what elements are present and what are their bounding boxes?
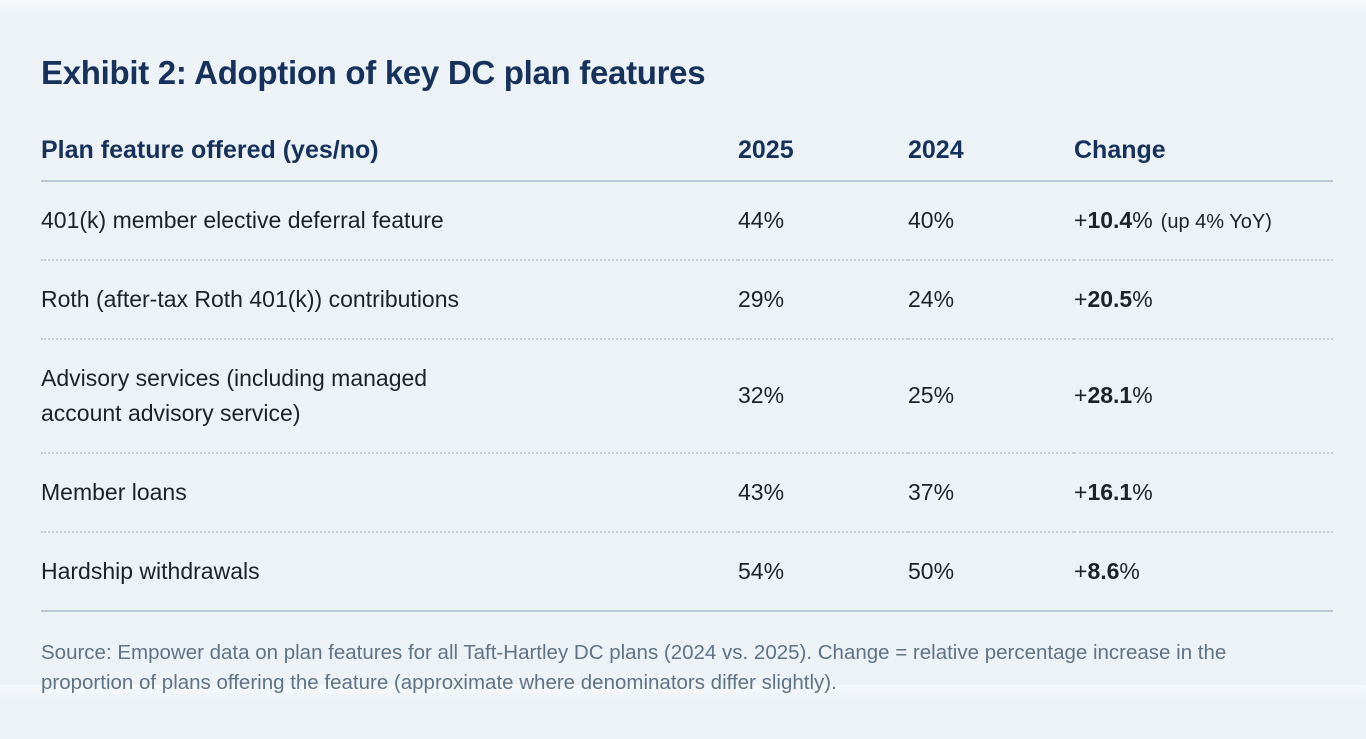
column-header-change: Change — [1074, 136, 1333, 182]
feature-label: 401(k) member elective deferral feature — [41, 207, 444, 233]
table-row: Roth (after-tax Roth 401(k)) contributio… — [41, 259, 1333, 340]
value-2024: 24% — [908, 259, 1074, 340]
change-number: 10.4 — [1087, 206, 1133, 233]
change-prefix: + — [1074, 285, 1088, 312]
change-cell: +20.5% — [1074, 259, 1333, 340]
column-header-feature: Plan feature offered (yes/no) — [41, 136, 738, 182]
value-2025: 54% — [738, 531, 908, 612]
header-row: Plan feature offered (yes/no) 2025 2024 … — [41, 136, 1333, 182]
table-row: Member loans 43% 37% +16.1% — [41, 452, 1333, 533]
exhibit-page: Exhibit 2: Adoption of key DC plan featu… — [0, 54, 1366, 739]
change-suffix: % — [1132, 382, 1153, 409]
source-note: Source: Empower data on plan features fo… — [41, 640, 1227, 695]
value-2025: 43% — [738, 452, 908, 533]
change-suffix: % — [1132, 478, 1153, 505]
change-number: 16.1 — [1087, 478, 1133, 505]
change-cell: +8.6% — [1074, 531, 1333, 612]
change-prefix: + — [1074, 206, 1088, 233]
change-suffix: % — [1132, 206, 1153, 233]
change-number: 8.6 — [1087, 557, 1120, 584]
value-2025: 29% — [738, 259, 908, 340]
feature-label: Hardship withdrawals — [41, 557, 260, 584]
feature-label: Roth (after-tax Roth 401(k)) contributio… — [41, 285, 460, 312]
change-prefix: + — [1074, 557, 1088, 584]
value-2025: 44% — [738, 181, 908, 261]
change-cell: +16.1% — [1074, 452, 1333, 533]
table-body: 401(k) member elective deferral feature … — [41, 181, 1333, 612]
change-number: 28.1 — [1087, 382, 1133, 409]
table-header: Plan feature offered (yes/no) 2025 2024 … — [41, 136, 1333, 182]
table-row: Hardship withdrawals 54% 50% +8.6% — [41, 531, 1333, 612]
feature-label: Advisory services (including managed acc… — [41, 364, 428, 426]
column-header-2024: 2024 — [908, 136, 1074, 182]
change-prefix: + — [1074, 382, 1088, 409]
change-cell: +28.1% — [1074, 338, 1333, 454]
change-suffix: % — [1119, 557, 1140, 584]
value-2024: 37% — [908, 452, 1074, 533]
value-2024: 50% — [908, 531, 1074, 612]
table-row: Advisory services (including managed acc… — [41, 338, 1333, 454]
value-2025: 32% — [738, 338, 908, 454]
value-2024: 25% — [908, 338, 1074, 454]
feature-label: Member loans — [41, 478, 187, 505]
change-prefix: + — [1074, 478, 1088, 505]
plan-features-table: Plan feature offered (yes/no) 2025 2024 … — [41, 136, 1333, 612]
table-row: 401(k) member elective deferral feature … — [41, 181, 1333, 261]
change-cell: +10.4% (up 4% YoY) — [1074, 181, 1333, 261]
change-number: 20.5 — [1087, 285, 1133, 312]
value-2024: 40% — [908, 181, 1074, 261]
column-header-2025: 2025 — [738, 136, 908, 182]
page-title: Exhibit 2: Adoption of key DC plan featu… — [41, 54, 706, 91]
change-suffix: % — [1132, 285, 1153, 312]
change-note: (up 4% YoY) — [1160, 210, 1272, 233]
